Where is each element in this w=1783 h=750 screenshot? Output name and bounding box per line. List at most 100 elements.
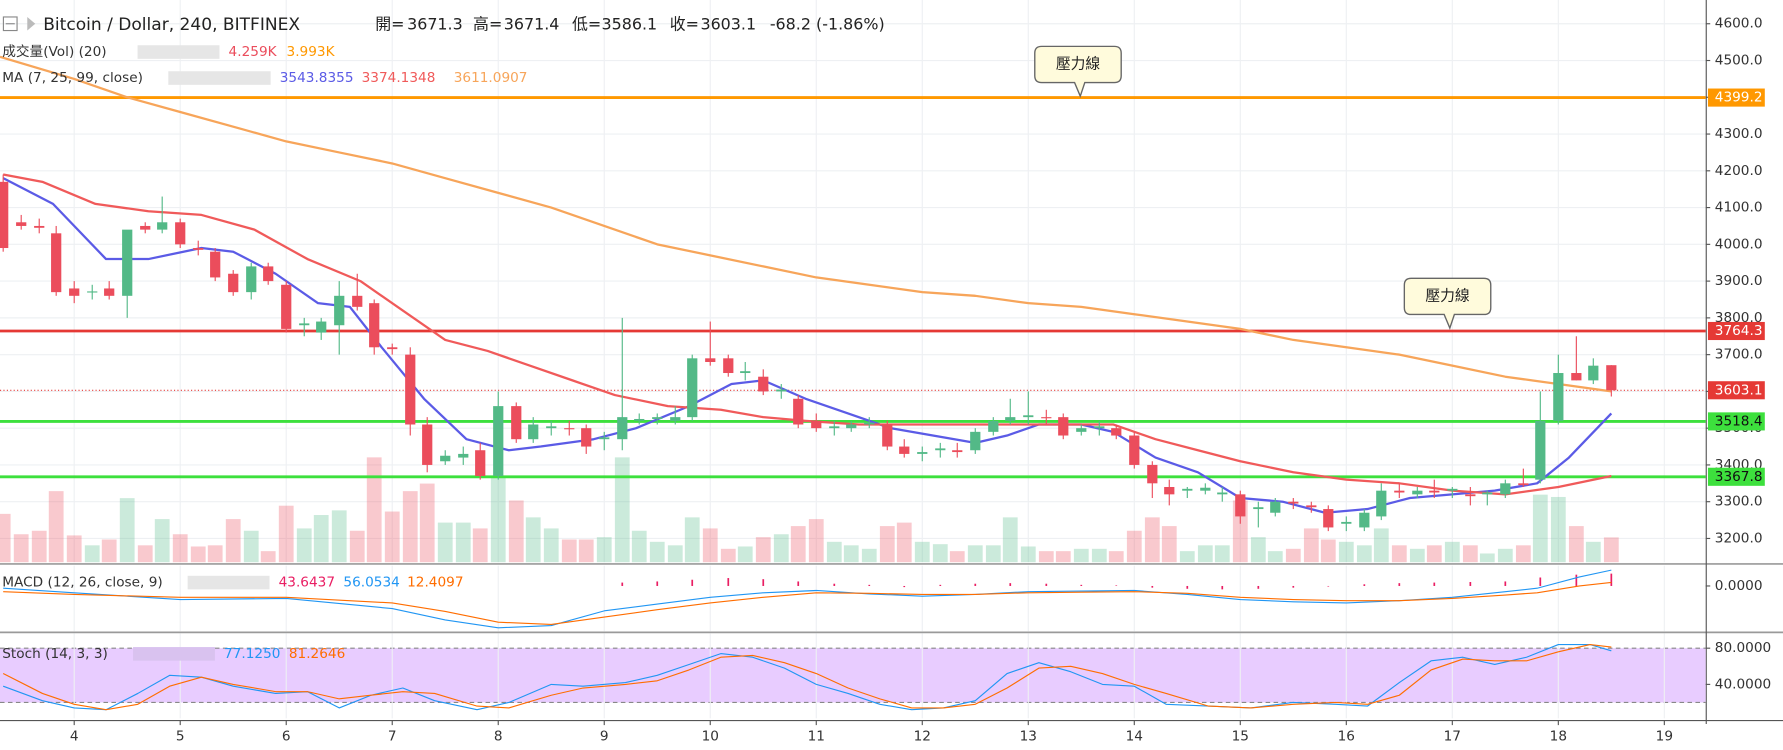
volume-bar	[1515, 545, 1531, 563]
candle-body	[1518, 483, 1529, 486]
x-tick-label: 15	[1232, 728, 1249, 744]
y-tick-label: 3200.0	[1715, 530, 1763, 546]
candle-body	[387, 347, 398, 350]
x-tick-label: 11	[808, 728, 825, 744]
candle-body	[581, 428, 592, 447]
candle-body	[493, 406, 504, 476]
volume-bar	[932, 544, 948, 563]
volume-bar	[1585, 541, 1601, 563]
candle-body	[1270, 501, 1281, 513]
candle-body	[1306, 505, 1317, 508]
volume-bar	[1320, 539, 1336, 563]
indicator-buttons[interactable]	[168, 71, 271, 85]
macd-reading: 12.4097	[407, 575, 463, 591]
volume-bar	[0, 513, 11, 563]
candle-body	[193, 248, 204, 250]
candle-body	[1288, 501, 1299, 504]
volume-bar	[826, 541, 842, 563]
volume-reading: 4.259K	[229, 44, 278, 60]
stoch-reading: 77.1250	[224, 646, 280, 662]
volume-bar	[508, 500, 524, 563]
volume-bar	[914, 541, 930, 563]
candle-body	[1447, 488, 1458, 491]
stoch-line	[2, 644, 1612, 711]
x-tick-label: 16	[1338, 728, 1355, 744]
candle-body	[369, 303, 380, 348]
x-tick-label: 8	[494, 728, 503, 744]
candle-body	[1111, 428, 1122, 436]
callout-text: 壓力線	[1425, 287, 1470, 304]
candle-body	[864, 422, 875, 425]
volume-bar	[1197, 545, 1213, 563]
volume-bar	[614, 457, 630, 563]
macd-reading: 43.6437	[279, 575, 335, 591]
candle-body	[1412, 490, 1423, 495]
ohlc-value: 3603.1	[700, 14, 756, 33]
volume-bar	[66, 535, 82, 563]
volume-bar	[172, 534, 188, 563]
volume-bar	[260, 551, 276, 563]
collapse-button[interactable]	[2, 16, 18, 32]
candle-body	[528, 424, 539, 440]
candle-body	[1429, 490, 1440, 493]
candle-body	[599, 437, 610, 440]
candle-body	[670, 417, 681, 421]
level-price-box	[1707, 467, 1765, 486]
candle-body	[122, 229, 133, 296]
y-tick-label: 80.0000	[1715, 640, 1771, 656]
candle-body	[1394, 490, 1405, 493]
candle-body	[16, 222, 27, 226]
candle-body	[352, 295, 363, 307]
candle-body	[952, 450, 963, 453]
price-change: -68.2 (-1.86%)	[770, 14, 885, 33]
x-tick-label: 10	[702, 728, 719, 744]
candle-body	[1076, 428, 1087, 432]
volume-reading: 3.993K	[287, 44, 336, 60]
overlay-layer: 4 5 6 7 8 9 10 11 12 13 14 15 16 17 18 193200.03300.034…	[2, 14, 1771, 744]
volume-bar	[737, 546, 753, 563]
volume-bar	[596, 537, 612, 563]
indicator-buttons[interactable]	[137, 45, 220, 59]
candle-body	[811, 420, 822, 429]
x-tick-label: 13	[1020, 728, 1037, 744]
level-price-label: 3764.3	[1715, 323, 1763, 339]
candle-body	[1023, 415, 1034, 418]
candle-body	[263, 266, 274, 282]
volume-bar	[755, 537, 771, 563]
volume-bar	[1214, 545, 1230, 563]
ohlc-label: 開=	[375, 14, 404, 33]
ohlc-label: 高=	[473, 14, 502, 33]
macd-line	[3, 581, 1612, 625]
x-tick-label: 12	[914, 728, 931, 744]
volume-bar	[1550, 496, 1566, 563]
level-price-box	[1707, 321, 1765, 341]
volume-bar	[773, 534, 789, 563]
y-tick-label: 4200.0	[1715, 163, 1763, 179]
candle-body	[1147, 464, 1158, 484]
candle-body	[1182, 488, 1193, 491]
x-tick-label: 17	[1444, 728, 1461, 744]
indicator-buttons[interactable]	[187, 575, 270, 590]
volume-bar	[154, 519, 170, 563]
volume-bar	[861, 548, 877, 563]
y-tick-label: 4300.0	[1715, 126, 1763, 142]
volume-bar	[278, 505, 294, 563]
y-tick-label: 4600.0	[1715, 16, 1763, 32]
candle-body	[140, 225, 151, 230]
candle-body	[723, 358, 734, 374]
indicator-buttons[interactable]	[133, 647, 215, 661]
candle-body	[157, 222, 168, 230]
candle-body	[1359, 512, 1370, 528]
x-tick-label: 14	[1126, 728, 1143, 744]
candle-body	[281, 284, 292, 329]
candle-body	[1535, 420, 1546, 480]
volume-bar	[207, 545, 223, 563]
volume-bar	[843, 545, 859, 563]
volume-bar	[384, 511, 400, 563]
volume-bar	[967, 545, 983, 563]
pane-layer	[0, 0, 1783, 726]
candle-body	[440, 455, 451, 462]
volume-bar	[402, 491, 418, 563]
